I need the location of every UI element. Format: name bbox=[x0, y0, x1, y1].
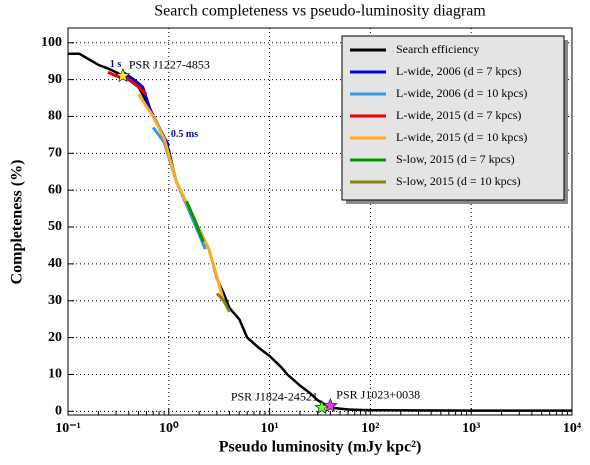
y-tick-label: 80 bbox=[48, 109, 62, 124]
x-tick-label: 10⁰ bbox=[159, 421, 179, 436]
series-line bbox=[185, 200, 205, 243]
series-line bbox=[215, 292, 231, 313]
y-tick-label: 0 bbox=[55, 404, 62, 419]
marker-label: PSR J1023+0038 bbox=[336, 388, 420, 402]
y-tick-label: 10 bbox=[48, 367, 62, 382]
star-marker bbox=[115, 68, 131, 83]
legend-label: S-low, 2015 (d = 10 kpcs) bbox=[396, 174, 521, 188]
marker-label: PSR J1824-24521 bbox=[231, 389, 318, 403]
legend-label: L-wide, 2006 (d = 10 kpcs) bbox=[396, 86, 527, 100]
star-marker bbox=[322, 397, 338, 413]
marker-label: PSR J1227-4853 bbox=[129, 58, 210, 72]
y-tick-label: 50 bbox=[48, 219, 62, 234]
annotation: 0.5 ms bbox=[171, 129, 198, 140]
legend-box bbox=[341, 35, 565, 201]
y-axis-label: Completeness (%) bbox=[9, 160, 26, 285]
annotation: 1 s bbox=[110, 59, 122, 70]
y-tick-label: 70 bbox=[48, 146, 62, 161]
y-tick-label: 30 bbox=[48, 293, 62, 308]
legend-label: L-wide, 2006 (d = 7 kpcs) bbox=[396, 64, 521, 78]
y-tick-label: 20 bbox=[48, 330, 62, 345]
x-tick-label: 10⁴ bbox=[563, 421, 582, 436]
x-tick-label: 10⁻¹ bbox=[55, 421, 81, 436]
x-axis-label: Pseudo luminosity (mJy kpc²) bbox=[219, 439, 422, 456]
series-line bbox=[107, 70, 148, 96]
plot-frame bbox=[67, 27, 573, 416]
y-tick-label: 60 bbox=[48, 182, 62, 197]
x-tick-label: 10³ bbox=[462, 421, 480, 436]
legend-label: Search efficiency bbox=[396, 42, 479, 56]
series-line bbox=[137, 93, 226, 302]
y-tick-label: 90 bbox=[48, 72, 62, 87]
chart-title: Search completeness vs pseudo-luminosity… bbox=[154, 3, 486, 20]
legend-label: S-low, 2015 (d = 7 kpcs) bbox=[396, 152, 515, 166]
y-tick-label: 100 bbox=[41, 35, 62, 50]
legend-label: L-wide, 2015 (d = 7 kpcs) bbox=[396, 108, 521, 122]
legend-label: L-wide, 2015 (d = 10 kpcs) bbox=[396, 130, 527, 144]
x-tick-label: 10² bbox=[361, 421, 379, 436]
y-tick-label: 40 bbox=[48, 256, 62, 271]
x-tick-label: 10¹ bbox=[260, 421, 278, 436]
